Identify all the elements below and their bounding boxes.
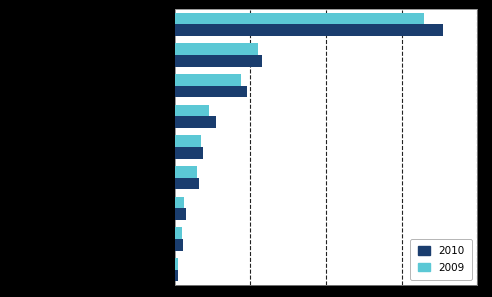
Legend: 2010, 2009: 2010, 2009 [410,239,472,280]
Bar [175,55,262,67]
Bar [175,197,184,208]
Bar [175,74,241,86]
Bar [175,166,197,178]
Bar [175,270,178,282]
Bar [175,86,246,97]
Bar [175,239,183,251]
Bar [175,43,258,55]
Bar [175,24,443,36]
Bar [175,12,424,24]
Bar [175,258,179,270]
Bar [175,147,203,159]
Bar [175,208,186,220]
Bar [175,178,199,189]
Bar [175,116,216,128]
Bar [175,228,182,239]
Bar [175,135,201,147]
Bar [175,105,209,116]
